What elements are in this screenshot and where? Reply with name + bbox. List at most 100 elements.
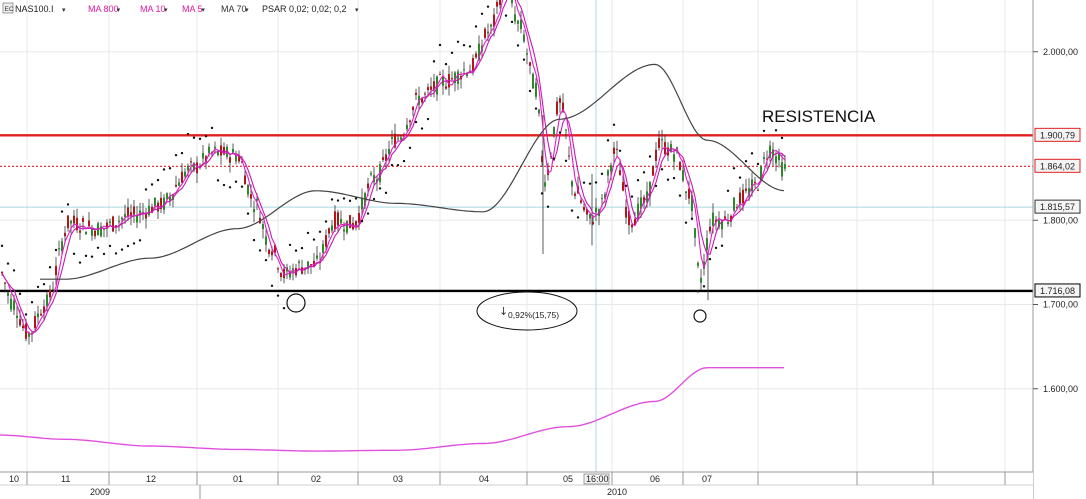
indicator-label[interactable]: MA 5 [182,4,203,14]
indicator-dropdown-icon[interactable]: ▾ [117,6,121,14]
psar-dot [240,185,244,188]
time-axis[interactable]: 10 11 12 01 02 03 04 05 16:00 06 07 2009 2010 [0,471,1033,499]
candle-body [322,244,324,253]
candle-body [409,120,411,123]
psar-dot [768,116,772,120]
candle-body [238,156,240,162]
candle-body [31,332,33,334]
candle-body [607,170,609,176]
indicator-label[interactable]: MA 10 [140,4,166,14]
candle-body [424,93,426,95]
indicator-dropdown-icon[interactable]: ▾ [201,6,205,14]
psar-dot [348,199,352,203]
price-tags: 1.900,79 1.864,02 1.815,57 1.716,08 [1034,127,1081,298]
x-month-label: 02 [311,474,321,484]
candle-body [421,98,423,103]
symbol-icon[interactable] [2,2,14,14]
candle-body [718,220,720,228]
psar-dot [90,255,94,258]
indicator-dropdown-icon[interactable]: ▾ [355,6,359,14]
candle-body [583,206,585,211]
candle-body [43,306,45,314]
indicator-dropdown-icon[interactable]: ▾ [245,6,249,14]
psar-dot [594,181,598,184]
psar-dot [324,220,328,223]
indicator-legend[interactable]: EC NAS100.I ▾ MA 800▾ MA 10▾ MA 5▾ MA 70▾ PS… [2,2,359,14]
psar-dot [654,184,658,188]
candle-body [652,166,654,176]
x-month-label: 06 [650,474,660,484]
candle-body [691,195,693,212]
candle-body [463,69,465,71]
psar-dot [516,44,520,47]
candle-body [241,161,243,163]
psar-dot [720,244,724,247]
candle-body [37,313,39,318]
y-tick-label: 2.000,00 [1043,47,1078,57]
candle-body [700,277,702,283]
candle-body [61,241,63,252]
candle-body [79,230,81,233]
grid-lines [0,0,1033,472]
symbol-dropdown-icon[interactable]: ▾ [62,6,66,14]
plot-area[interactable] [0,0,1033,472]
psar-dot [354,197,358,200]
candle-body [109,221,111,223]
candle-body [22,325,24,329]
candle-body [451,78,453,80]
candle-body [10,298,12,310]
candle-body [343,229,345,232]
candle-body [151,206,153,213]
indicator-dropdown-icon[interactable]: ▾ [164,6,168,14]
price-series [0,0,786,452]
candle-body [568,155,570,157]
symbol-name[interactable]: NAS100.I [15,4,54,14]
psar-dot [24,313,28,316]
price-tag-box [1034,158,1081,173]
psar-dot [18,292,22,296]
candle-body [616,148,618,150]
candle-body [673,154,675,162]
candle-body [601,198,603,200]
candle-body [748,188,750,197]
price-axis[interactable]: 2.000,00 1.800,00 1.700,00 1.600,00 1.900,7… [1032,0,1086,499]
candle-body [289,273,291,278]
psar-dot [726,189,730,193]
candle-body [478,43,480,61]
candle-body [382,157,384,161]
psar-dot [168,167,172,170]
x-axis-ticks: 10 11 12 01 02 03 04 05 16:00 06 07 2009 2010 [9,472,1006,499]
candle-body [253,209,255,213]
psar-dot [588,182,592,185]
psar-dot [102,252,106,256]
psar-dot [258,249,262,252]
horizontal-levels [0,134,1033,293]
candle-body [94,230,96,237]
candle-body [445,86,447,89]
psar-dot [288,243,292,247]
candle-body [571,181,573,187]
psar-dot [384,191,388,195]
indicator-label[interactable]: MA 800 [88,4,119,14]
candle-body [316,255,318,259]
candle-body [100,226,102,237]
psar-dot [438,43,442,47]
candle-body [697,262,699,266]
psar-dot [504,14,508,17]
candle-body [778,153,780,161]
psar-dot [456,40,460,43]
candle-body [73,215,75,224]
x-month-label: 05 [563,474,573,484]
psar-dot [390,163,394,167]
candle-body [271,251,273,256]
psar-dot [462,43,466,47]
psar-dot [120,248,124,251]
indicator-label[interactable]: MA 70 [221,4,247,14]
indicator-label[interactable]: PSAR 0,02; 0,02; 0,2 [262,4,347,14]
candle-body [394,133,396,148]
candle-body [466,72,468,77]
ma-800-line [0,367,784,452]
candle-body [367,183,369,189]
